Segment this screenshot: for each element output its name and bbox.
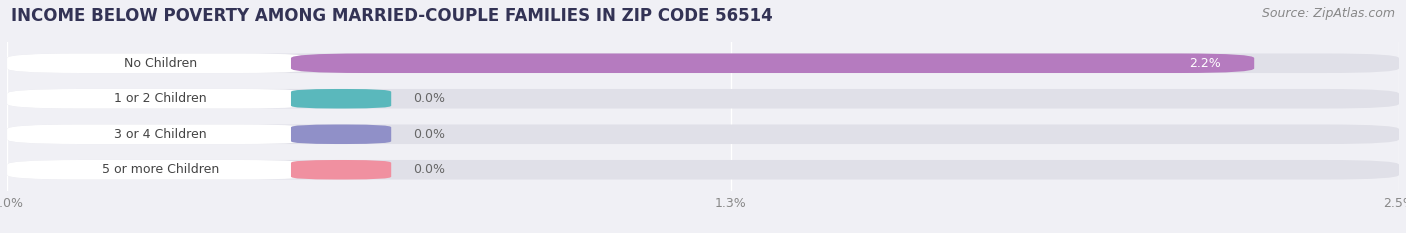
FancyBboxPatch shape <box>291 160 391 179</box>
FancyBboxPatch shape <box>291 124 391 144</box>
Text: INCOME BELOW POVERTY AMONG MARRIED-COUPLE FAMILIES IN ZIP CODE 56514: INCOME BELOW POVERTY AMONG MARRIED-COUPL… <box>11 7 773 25</box>
Text: 5 or more Children: 5 or more Children <box>101 163 219 176</box>
FancyBboxPatch shape <box>7 160 1399 179</box>
Text: 0.0%: 0.0% <box>413 92 446 105</box>
Text: 3 or 4 Children: 3 or 4 Children <box>114 128 207 141</box>
FancyBboxPatch shape <box>7 89 1399 109</box>
Text: 1 or 2 Children: 1 or 2 Children <box>114 92 207 105</box>
FancyBboxPatch shape <box>7 89 314 109</box>
FancyBboxPatch shape <box>7 54 314 73</box>
FancyBboxPatch shape <box>7 54 1399 73</box>
FancyBboxPatch shape <box>291 89 391 109</box>
FancyBboxPatch shape <box>7 160 314 179</box>
FancyBboxPatch shape <box>7 124 314 144</box>
Text: No Children: No Children <box>124 57 197 70</box>
Text: 2.2%: 2.2% <box>1189 57 1220 70</box>
Text: Source: ZipAtlas.com: Source: ZipAtlas.com <box>1261 7 1395 20</box>
Text: 0.0%: 0.0% <box>413 128 446 141</box>
FancyBboxPatch shape <box>7 124 1399 144</box>
FancyBboxPatch shape <box>291 54 1254 73</box>
Text: 0.0%: 0.0% <box>413 163 446 176</box>
